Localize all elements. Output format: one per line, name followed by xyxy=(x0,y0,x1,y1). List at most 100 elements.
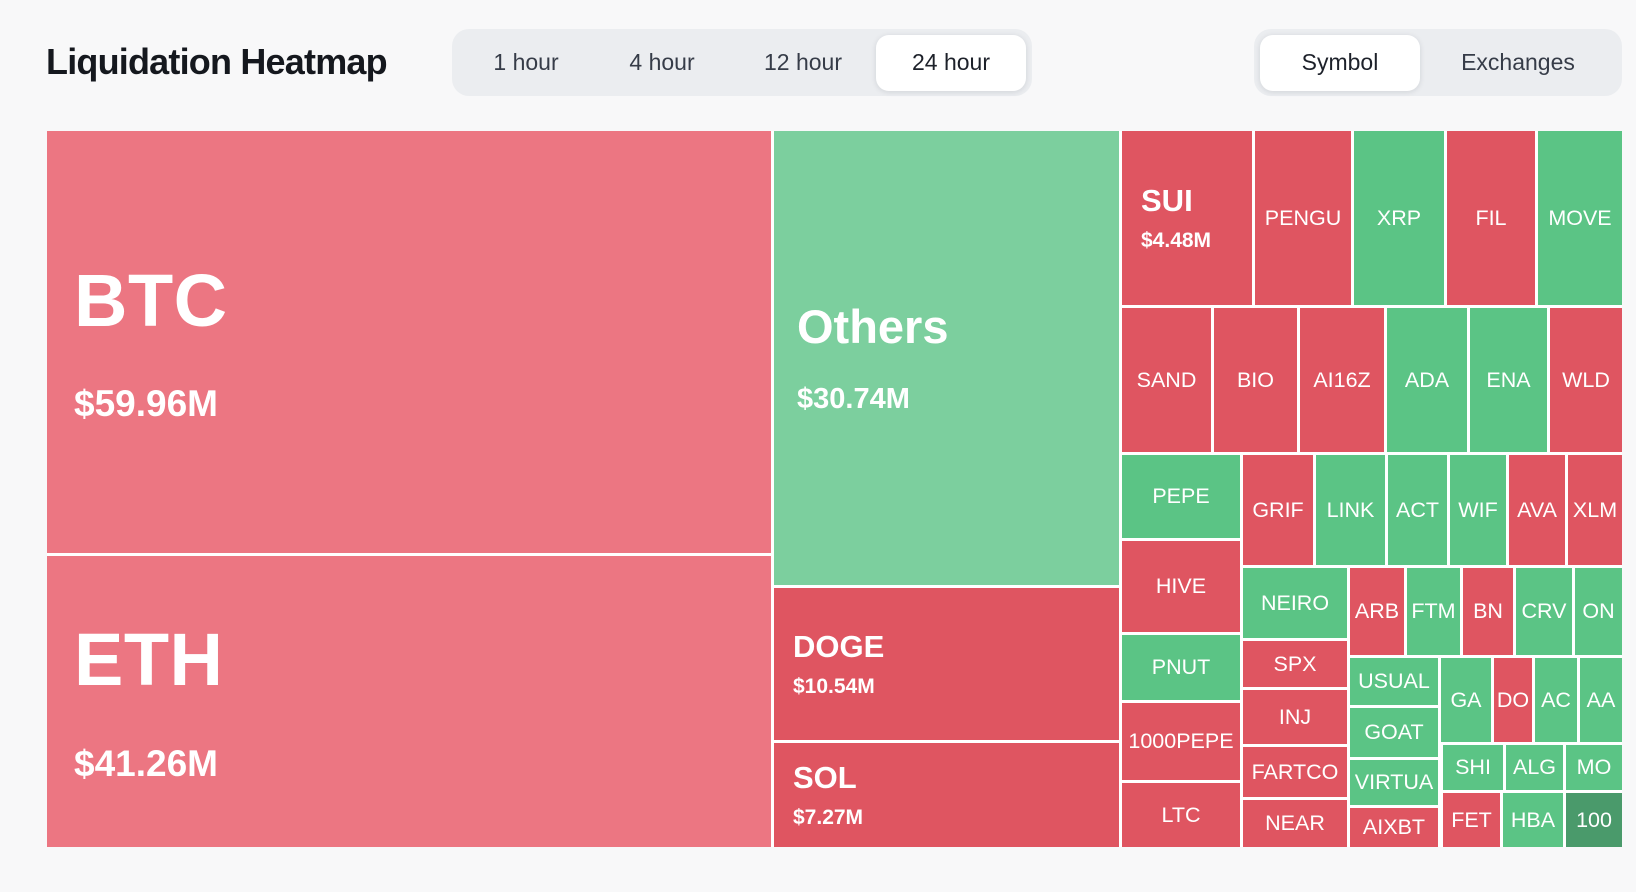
treemap-cell-shi[interactable]: SHI xyxy=(1443,745,1503,790)
cell-value: $7.27M xyxy=(793,806,864,830)
cell-symbol: ON xyxy=(1582,599,1615,624)
cell-symbol: PEPE xyxy=(1152,484,1210,509)
liquidation-treemap: BTC $59.96M ETH $41.26M Others $30.74M DOGE $10… xyxy=(47,131,1622,847)
treemap-cell-wld[interactable]: WLD xyxy=(1550,308,1622,452)
cell-symbol: NEIRO xyxy=(1260,590,1330,615)
treemap-cell-sand[interactable]: SAND xyxy=(1122,308,1211,452)
treemap-cell-ena[interactable]: ENA xyxy=(1470,308,1547,452)
cell-symbol: DO xyxy=(1496,687,1530,712)
cell-symbol: ETH xyxy=(74,618,224,702)
cell-symbol: FARTCO xyxy=(1251,759,1339,784)
treemap-cell-ada[interactable]: ADA xyxy=(1387,308,1467,452)
tab-symbol[interactable]: Symbol xyxy=(1260,34,1420,91)
treemap-cell-pnut[interactable]: PNUT xyxy=(1122,635,1240,700)
view-mode-tabs: Symbol Exchanges xyxy=(1254,29,1622,96)
cell-symbol: LTC xyxy=(1161,802,1201,827)
cell-symbol: GOAT xyxy=(1364,720,1424,745)
tab-12-hour[interactable]: 12 hour xyxy=(730,35,876,91)
treemap-cell-do[interactable]: DO xyxy=(1494,658,1532,742)
cell-symbol: GRIF xyxy=(1252,497,1304,522)
treemap-cell-1000pepe[interactable]: 1000PEPE xyxy=(1122,703,1240,780)
treemap-cell-fartco[interactable]: FARTCO xyxy=(1243,747,1347,797)
treemap-cell-100[interactable]: 100 xyxy=(1566,793,1622,847)
treemap-cell-goat[interactable]: GOAT xyxy=(1350,708,1438,757)
cell-symbol: FIL xyxy=(1475,205,1507,230)
treemap-cell-aa[interactable]: AA xyxy=(1580,658,1622,742)
cell-symbol: SUI xyxy=(1141,182,1193,218)
tab-1-hour[interactable]: 1 hour xyxy=(458,35,594,91)
treemap-cell-doge[interactable]: DOGE $10.54M xyxy=(774,588,1119,740)
treemap-cell-hba[interactable]: HBA xyxy=(1503,793,1563,847)
treemap-cell-others[interactable]: Others $30.74M xyxy=(774,131,1119,585)
tab-exchanges[interactable]: Exchanges xyxy=(1420,35,1616,91)
treemap-cell-aixbt[interactable]: AIXBT xyxy=(1350,808,1438,847)
cell-symbol: BN xyxy=(1473,599,1503,624)
tab-24-hour[interactable]: 24 hour xyxy=(876,34,1026,91)
cell-value: $30.74M xyxy=(797,383,910,416)
cell-symbol: GA xyxy=(1450,687,1482,712)
treemap-cell-sui[interactable]: SUI $4.48M xyxy=(1122,131,1252,305)
treemap-cell-usual[interactable]: USUAL xyxy=(1350,658,1438,705)
treemap-cell-ac[interactable]: AC xyxy=(1535,658,1577,742)
cell-symbol: FET xyxy=(1451,807,1492,832)
treemap-cell-xlm[interactable]: XLM xyxy=(1568,455,1622,565)
treemap-cell-neiro[interactable]: NEIRO xyxy=(1243,568,1347,638)
cell-symbol: PNUT xyxy=(1151,655,1211,680)
cell-value: $41.26M xyxy=(74,742,218,784)
treemap-cell-pepe[interactable]: PEPE xyxy=(1122,455,1240,538)
treemap-cell-near[interactable]: NEAR xyxy=(1243,800,1347,847)
cell-symbol: MOVE xyxy=(1548,205,1612,230)
cell-symbol: WLD xyxy=(1562,367,1610,392)
treemap-cell-pengu[interactable]: PENGU xyxy=(1255,131,1351,305)
cell-symbol: USUAL xyxy=(1358,669,1430,694)
cell-symbol: BTC xyxy=(74,258,228,342)
treemap-cell-on[interactable]: ON xyxy=(1575,568,1622,655)
treemap-cell-inj[interactable]: INJ xyxy=(1243,690,1347,744)
treemap-cell-fet[interactable]: FET xyxy=(1443,793,1500,847)
treemap-cell-sol[interactable]: SOL $7.27M xyxy=(774,743,1119,847)
cell-symbol: AC xyxy=(1541,687,1571,712)
treemap-cell-act[interactable]: ACT xyxy=(1388,455,1447,565)
treemap-cell-btc[interactable]: BTC $59.96M xyxy=(47,131,771,553)
cell-symbol: NEAR xyxy=(1265,811,1325,836)
treemap-cell-ava[interactable]: AVA xyxy=(1509,455,1565,565)
treemap-cell-hive[interactable]: HIVE xyxy=(1122,541,1240,632)
treemap-cell-bn[interactable]: BN xyxy=(1463,568,1513,655)
cell-symbol: ARB xyxy=(1354,599,1400,624)
treemap-cell-arb[interactable]: ARB xyxy=(1350,568,1404,655)
treemap-cell-mo[interactable]: MO xyxy=(1566,745,1622,790)
cell-value: $4.48M xyxy=(1141,229,1212,253)
cell-symbol: ADA xyxy=(1404,367,1450,392)
treemap-cell-ftm[interactable]: FTM xyxy=(1407,568,1460,655)
treemap-cell-bio[interactable]: BIO xyxy=(1214,308,1297,452)
treemap-cell-fil[interactable]: FIL xyxy=(1447,131,1535,305)
cell-symbol: AI16Z xyxy=(1313,367,1371,392)
cell-symbol: Others xyxy=(797,299,949,353)
cell-symbol: XLM xyxy=(1572,497,1618,522)
treemap-cell-virtua[interactable]: VIRTUA xyxy=(1350,760,1438,805)
treemap-cell-move[interactable]: MOVE xyxy=(1538,131,1622,305)
cell-value: $59.96M xyxy=(74,383,218,425)
cell-value: $10.54M xyxy=(793,675,875,699)
treemap-cell-wif[interactable]: WIF xyxy=(1450,455,1506,565)
cell-symbol: 100 xyxy=(1576,807,1612,832)
time-range-tabs: 1 hour 4 hour 12 hour 24 hour xyxy=(452,29,1032,96)
treemap-cell-ga[interactable]: GA xyxy=(1441,658,1491,742)
treemap-cell-link[interactable]: LINK xyxy=(1316,455,1385,565)
treemap-cell-alg[interactable]: ALG xyxy=(1506,745,1563,790)
treemap-cell-grif[interactable]: GRIF xyxy=(1243,455,1313,565)
cell-symbol: MO xyxy=(1576,755,1612,780)
cell-symbol: HBA xyxy=(1510,807,1556,832)
cell-symbol: VIRTUA xyxy=(1354,770,1434,795)
treemap-cell-spx[interactable]: SPX xyxy=(1243,641,1347,687)
cell-symbol: SPX xyxy=(1273,651,1317,676)
treemap-cell-eth[interactable]: ETH $41.26M xyxy=(47,556,771,847)
cell-symbol: AA xyxy=(1586,687,1616,712)
treemap-cell-ai16z[interactable]: AI16Z xyxy=(1300,308,1384,452)
cell-symbol: BIO xyxy=(1236,367,1275,392)
treemap-cell-xrp[interactable]: XRP xyxy=(1354,131,1444,305)
cell-symbol: 1000PEPE xyxy=(1128,729,1234,754)
treemap-cell-crv[interactable]: CRV xyxy=(1516,568,1572,655)
treemap-cell-ltc[interactable]: LTC xyxy=(1122,783,1240,847)
tab-4-hour[interactable]: 4 hour xyxy=(594,35,730,91)
